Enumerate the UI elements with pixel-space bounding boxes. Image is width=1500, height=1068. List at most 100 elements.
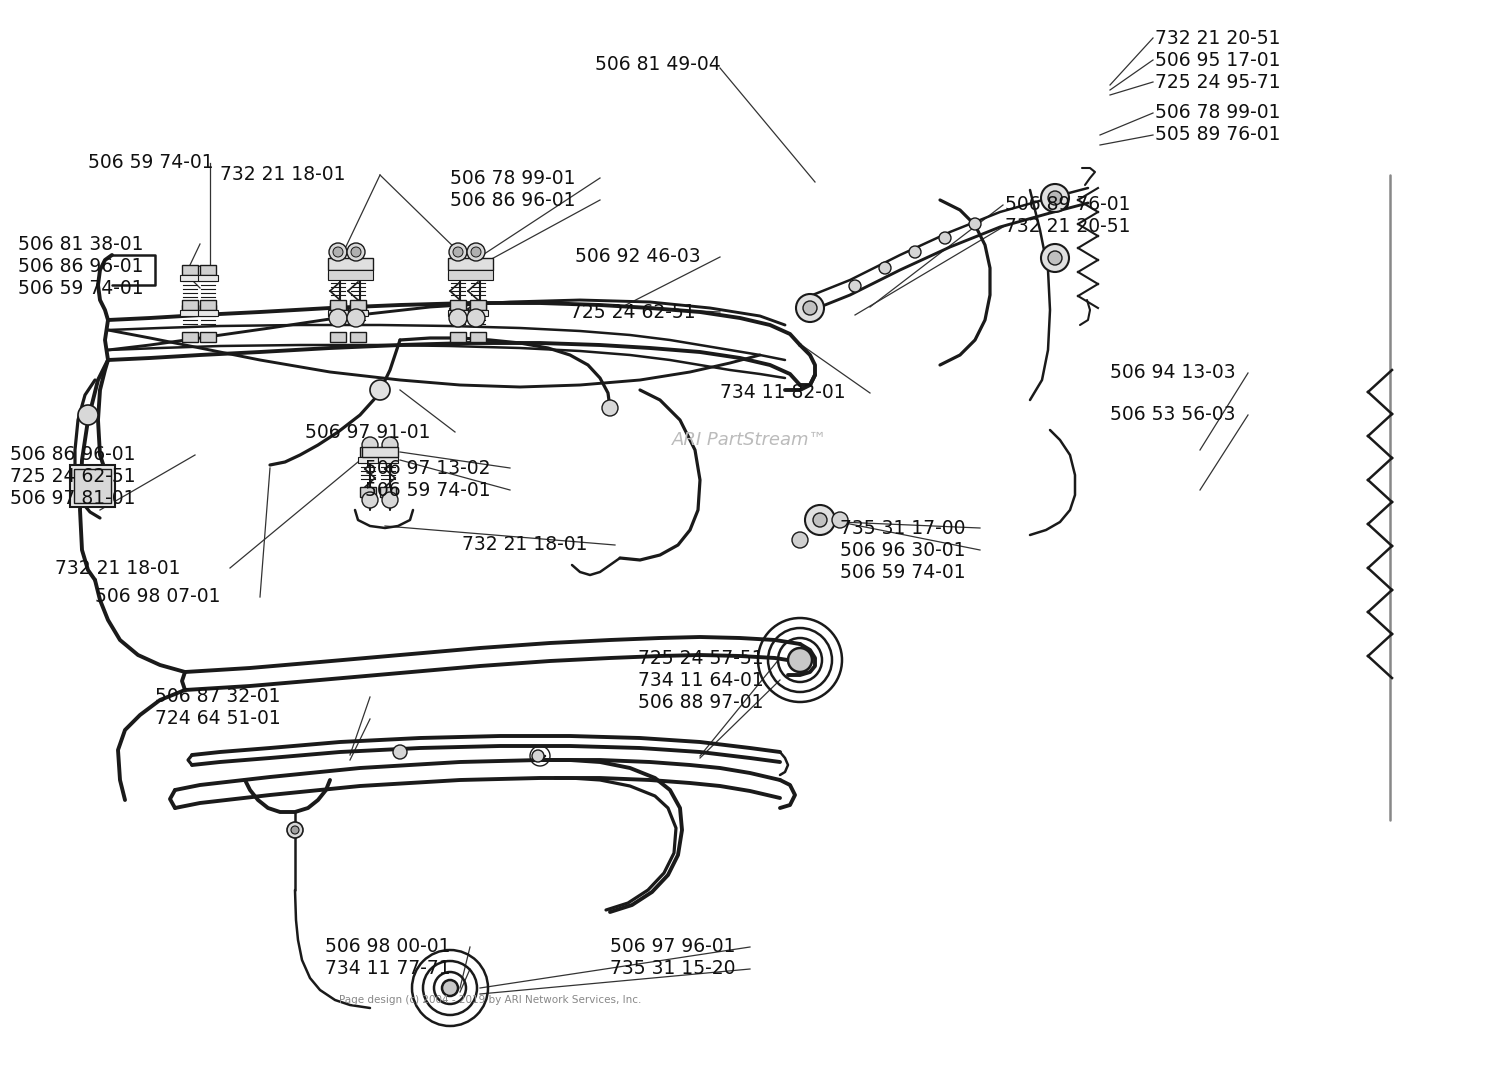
Circle shape: [1041, 244, 1070, 272]
Bar: [70, 465, 116, 507]
Bar: [450, 263, 466, 273]
Bar: [348, 273, 368, 279]
Bar: [380, 447, 396, 457]
Text: 506 97 91-01: 506 97 91-01: [304, 423, 430, 441]
Bar: [358, 457, 378, 464]
Bar: [330, 332, 346, 342]
Bar: [330, 303, 346, 313]
Circle shape: [532, 750, 544, 761]
Circle shape: [328, 309, 346, 327]
Bar: [182, 300, 198, 310]
Circle shape: [806, 505, 836, 535]
Circle shape: [453, 247, 464, 257]
Bar: [198, 310, 217, 316]
Circle shape: [291, 826, 298, 834]
Text: 506 88 97-01: 506 88 97-01: [638, 692, 764, 711]
Text: 506 59 74-01: 506 59 74-01: [364, 481, 490, 500]
Bar: [380, 487, 396, 497]
Text: 506 86 96-01: 506 86 96-01: [10, 445, 135, 465]
Bar: [360, 447, 376, 457]
Bar: [328, 258, 374, 270]
Text: ARI PartStream™: ARI PartStream™: [672, 431, 828, 449]
Circle shape: [448, 244, 466, 261]
Bar: [74, 469, 111, 503]
Text: 724 64 51-01: 724 64 51-01: [154, 709, 280, 728]
Circle shape: [382, 492, 398, 508]
Text: 506 94 13-03: 506 94 13-03: [1110, 363, 1236, 382]
Text: 506 59 74-01: 506 59 74-01: [88, 154, 213, 173]
Circle shape: [1048, 251, 1062, 265]
Text: 505 89 76-01: 505 89 76-01: [1155, 126, 1281, 144]
Bar: [448, 273, 468, 279]
Bar: [470, 263, 486, 273]
Circle shape: [370, 380, 390, 400]
Text: 725 24 62-51: 725 24 62-51: [570, 302, 696, 321]
Circle shape: [466, 309, 484, 327]
Text: 732 21 18-01: 732 21 18-01: [220, 166, 345, 185]
Bar: [328, 273, 348, 279]
Bar: [470, 303, 486, 313]
Text: 725 24 57-51: 725 24 57-51: [638, 648, 764, 668]
Bar: [450, 332, 466, 342]
Circle shape: [813, 513, 826, 527]
Bar: [180, 310, 200, 316]
Bar: [448, 310, 468, 316]
Text: 506 87 32-01: 506 87 32-01: [154, 688, 280, 707]
Circle shape: [346, 309, 364, 327]
Circle shape: [362, 437, 378, 453]
Text: 734 11 82-01: 734 11 82-01: [720, 383, 846, 403]
Bar: [200, 332, 216, 342]
Bar: [182, 265, 198, 274]
Bar: [350, 303, 366, 313]
Bar: [328, 310, 348, 316]
Circle shape: [442, 980, 458, 996]
Text: 506 53 56-03: 506 53 56-03: [1110, 406, 1236, 424]
Text: 506 86 96-01: 506 86 96-01: [18, 256, 144, 276]
Bar: [470, 332, 486, 342]
Text: 725 24 62-51: 725 24 62-51: [10, 468, 135, 487]
Circle shape: [382, 437, 398, 453]
Text: 725 24 95-71: 725 24 95-71: [1155, 73, 1281, 92]
Text: 506 81 38-01: 506 81 38-01: [18, 235, 144, 253]
Circle shape: [879, 262, 891, 274]
Bar: [182, 332, 198, 342]
Circle shape: [393, 745, 406, 759]
Text: 735 31 17-00: 735 31 17-00: [840, 518, 966, 537]
Circle shape: [802, 301, 818, 315]
Bar: [330, 263, 346, 273]
Text: 506 97 96-01: 506 97 96-01: [610, 938, 735, 957]
Text: 734 11 77-71: 734 11 77-71: [326, 959, 450, 978]
Text: 506 97 13-02: 506 97 13-02: [364, 458, 490, 477]
Circle shape: [833, 512, 848, 528]
Bar: [180, 274, 200, 281]
Text: 506 97 81-01: 506 97 81-01: [10, 489, 135, 508]
Circle shape: [792, 532, 808, 548]
Bar: [200, 305, 216, 315]
Bar: [330, 300, 346, 310]
Circle shape: [471, 247, 482, 257]
Bar: [182, 305, 198, 315]
Bar: [200, 300, 216, 310]
Bar: [470, 300, 486, 310]
Bar: [348, 310, 368, 316]
Bar: [468, 310, 488, 316]
Text: 506 89 76-01: 506 89 76-01: [1005, 195, 1131, 215]
Bar: [468, 273, 488, 279]
Circle shape: [1041, 184, 1070, 213]
Circle shape: [466, 244, 484, 261]
Bar: [350, 263, 366, 273]
Text: 506 86 96-01: 506 86 96-01: [450, 190, 576, 209]
Bar: [378, 457, 398, 464]
Text: 732 21 18-01: 732 21 18-01: [56, 559, 180, 578]
Text: 506 78 99-01: 506 78 99-01: [1155, 104, 1281, 123]
Circle shape: [333, 247, 344, 257]
Circle shape: [362, 492, 378, 508]
Circle shape: [909, 246, 921, 258]
Bar: [350, 300, 366, 310]
Text: 506 78 99-01: 506 78 99-01: [450, 169, 576, 188]
Bar: [450, 303, 466, 313]
Text: 732 21 20-51: 732 21 20-51: [1155, 29, 1281, 47]
Circle shape: [939, 232, 951, 244]
Text: 506 95 17-01: 506 95 17-01: [1155, 50, 1281, 69]
Circle shape: [286, 822, 303, 838]
